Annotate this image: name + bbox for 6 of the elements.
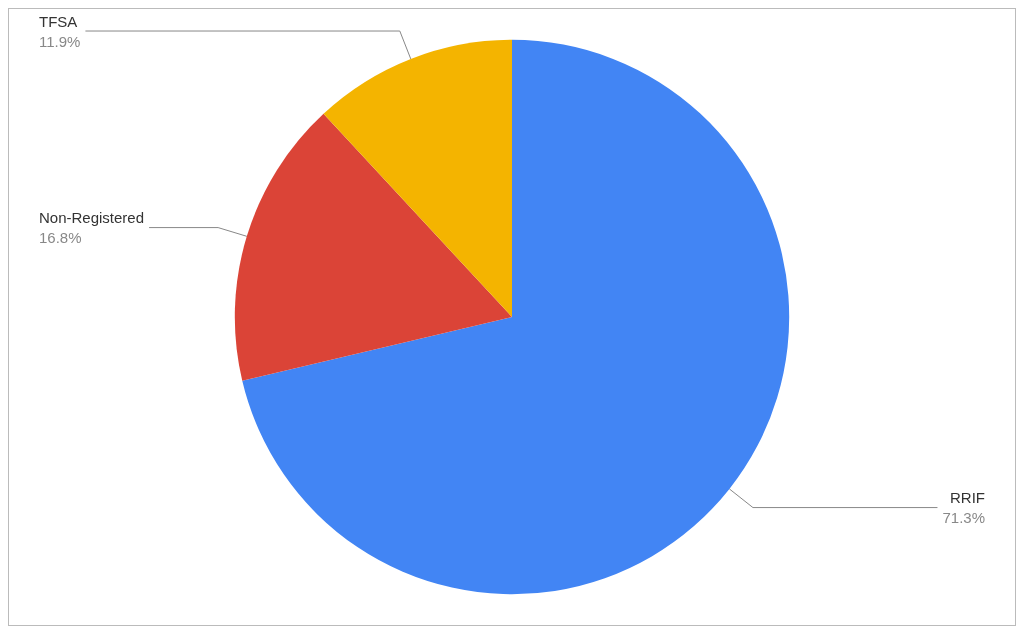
data-label: 16.8% (39, 229, 82, 247)
slice-label: Non-Registered (39, 209, 145, 227)
data-label: 11.9% (39, 32, 81, 50)
data-label: 71.3% (942, 509, 985, 527)
slice-label: TFSA (39, 12, 78, 30)
slice-label: RRIF (950, 489, 985, 507)
